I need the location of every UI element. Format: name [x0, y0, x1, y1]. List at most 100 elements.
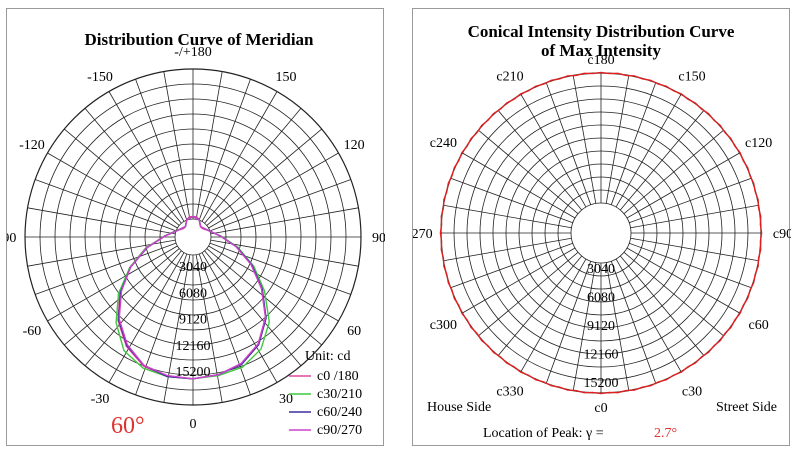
grid-spoke: [497, 110, 583, 211]
grid-spoke: [47, 152, 178, 229]
meridian-curves: [115, 215, 271, 380]
grid-spoke: [605, 75, 630, 204]
meridian-angle-label: 60: [347, 324, 361, 339]
grid-spoke: [619, 255, 705, 356]
grid-spoke: [629, 242, 752, 289]
meridian-radial-label: 9120: [179, 313, 207, 328]
conical-chart-title-line2: of Max Intensity: [541, 41, 661, 60]
unit-label: Unit: cd: [305, 349, 351, 364]
grid-spoke: [619, 110, 705, 211]
grid-spoke: [615, 94, 682, 208]
grid-spoke: [208, 152, 339, 229]
street-side-label: Street Side: [716, 400, 777, 415]
grid-spoke: [47, 245, 178, 322]
meridian-series-curve: [118, 215, 267, 380]
meridian-angle-label: 90: [372, 231, 385, 246]
meridian-chart-svg: Distribution Curve of Meridian -/+180 -15…: [0, 30, 386, 439]
conical-angle-label: c90: [773, 227, 791, 242]
grid-spoke: [108, 252, 185, 383]
meridian-angle-label: -60: [23, 324, 42, 339]
grid-spoke: [605, 262, 630, 391]
legend-label: c30/210: [317, 387, 362, 402]
grid-spoke: [201, 252, 278, 383]
legend-label: c60/240: [317, 405, 362, 420]
meridian-chart-panel: Distribution Curve of Meridian -/+180 -15…: [0, 8, 386, 446]
grid-spoke: [520, 258, 587, 372]
grid-spoke: [27, 207, 176, 235]
meridian-angle-label: 0: [190, 417, 197, 432]
conical-angle-label: c120: [745, 136, 772, 151]
legend-label: c0 /180: [317, 369, 359, 384]
grid-spoke: [204, 108, 302, 224]
conical-radial-labels: 3040 6080 9120 12160 15200: [584, 262, 619, 391]
grid-spoke: [84, 250, 182, 366]
meridian-polar-grid: [24, 68, 362, 406]
grid-spoke: [610, 261, 657, 384]
peak-location-label: Location of Peak: γ =: [483, 426, 604, 441]
conical-angle-label: c210: [496, 69, 523, 84]
meridian-radial-label: 6080: [179, 286, 207, 301]
grid-spoke: [545, 261, 592, 384]
grid-spoke: [209, 242, 352, 295]
conical-angle-label: c240: [430, 136, 457, 151]
house-side-label: House Side: [427, 400, 491, 415]
grid-spoke: [610, 82, 657, 205]
grid-spoke: [615, 258, 682, 372]
grid-spoke: [206, 128, 322, 226]
grid-spoke: [135, 253, 188, 396]
grid-spoke: [572, 75, 597, 204]
conical-radial-label: 15200: [584, 376, 619, 391]
grid-spoke: [64, 128, 180, 226]
conical-angle-label: c300: [430, 318, 457, 333]
meridian-chart-title: Distribution Curve of Meridian: [84, 30, 314, 49]
conical-angle-label: c30: [682, 385, 702, 400]
grid-hub: [570, 202, 632, 264]
grid-spoke: [198, 78, 251, 221]
meridian-angle-label: -120: [19, 138, 45, 153]
grid-spoke: [34, 242, 177, 295]
meridian-angle-label: 30: [279, 392, 293, 407]
conical-radial-label: 3040: [587, 262, 615, 277]
meridian-angle-label: -30: [91, 392, 110, 407]
meridian-angle-label: 120: [344, 138, 365, 153]
meridian-angle-label: -/+180: [174, 45, 211, 60]
grid-spoke: [201, 91, 278, 222]
grid-spoke: [84, 108, 182, 224]
grid-spoke: [443, 204, 572, 229]
grid-spoke: [210, 239, 359, 267]
grid-spoke: [204, 250, 302, 366]
conical-angle-label: c270: [413, 227, 433, 242]
grid-spoke: [163, 254, 191, 403]
meridian-radial-labels: 3040 6080 9120 12160 15200: [176, 260, 211, 380]
grid-spoke: [572, 262, 597, 391]
meridian-radial-label: 12160: [176, 339, 211, 354]
meridian-angle-labels: -/+180 -150 150 -120 120 -90 90 -60 60 -30 30 0: [0, 45, 386, 432]
grid-spoke: [462, 247, 576, 314]
grid-spoke: [629, 177, 752, 224]
grid-spoke: [443, 237, 572, 262]
conical-chart-panel: Conical Intensity Distribution Curve of …: [405, 8, 793, 446]
grid-spoke: [195, 71, 223, 220]
conical-angle-label: c180: [587, 53, 614, 68]
grid-spoke: [626, 247, 740, 314]
conical-chart-title-line1: Conical Intensity Distribution Curve: [468, 22, 735, 41]
grid-spoke: [462, 152, 576, 219]
grid-spoke: [450, 242, 573, 289]
grid-spoke: [209, 179, 352, 232]
grid-spoke: [163, 71, 191, 220]
grid-spoke: [450, 177, 573, 224]
meridian-radial-label: 3040: [179, 260, 207, 275]
peak-location-value: 2.7°: [654, 426, 677, 441]
grid-spoke: [135, 78, 188, 221]
conical-radial-label: 12160: [584, 348, 619, 363]
grid-spoke: [208, 245, 339, 322]
grid-spoke: [623, 251, 724, 337]
grid-spoke: [34, 179, 177, 232]
meridian-angle-label: 150: [276, 70, 297, 85]
grid-hub: [174, 218, 212, 256]
grid-spoke: [545, 82, 592, 205]
meridian-angle-label: -90: [7, 231, 16, 246]
grid-spoke: [64, 248, 180, 346]
conical-series-curve: [439, 71, 763, 395]
beam-angle-label: 60°: [111, 413, 145, 439]
